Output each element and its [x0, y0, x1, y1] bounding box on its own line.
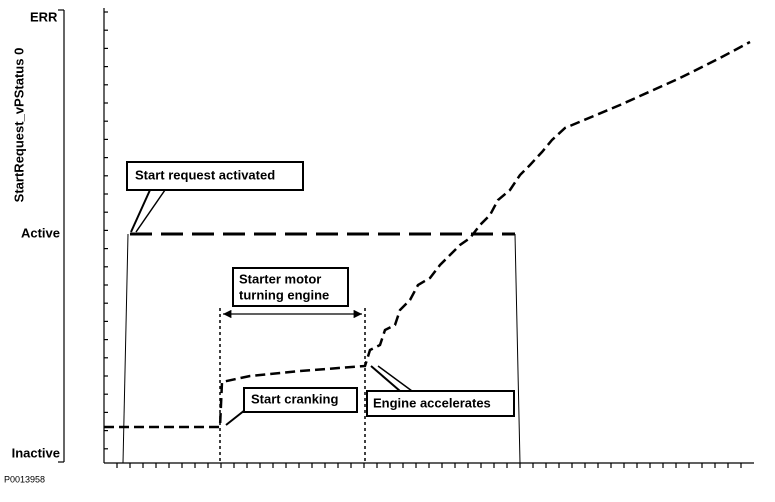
callout-text: Starter motor	[239, 271, 321, 286]
start-request-signal	[122, 232, 521, 464]
figure-id: P0013958	[4, 474, 45, 484]
inactive-label: Inactive	[12, 445, 60, 460]
engine-speed-curve	[104, 40, 751, 429]
y-title: StartRequest_vPStatus 0	[11, 48, 26, 203]
err-label: ERR	[30, 9, 58, 24]
callout-engine-accelerates: Engine accelerates	[366, 365, 515, 417]
callout-start-request: Start request activated	[126, 161, 304, 233]
callout-text: Engine accelerates	[373, 395, 491, 410]
callout-text: Start request activated	[135, 167, 275, 182]
callout-starter-motor: Starter motor turning engine	[232, 267, 349, 307]
callout-text: Start cranking	[251, 391, 338, 406]
callout-text: turning engine	[239, 287, 329, 302]
active-label: Active	[21, 225, 60, 240]
cranking-markers	[219, 308, 366, 463]
left-bracket	[58, 9, 65, 463]
callout-start-cranking: Start cranking	[225, 387, 358, 426]
axes	[103, 8, 754, 468]
